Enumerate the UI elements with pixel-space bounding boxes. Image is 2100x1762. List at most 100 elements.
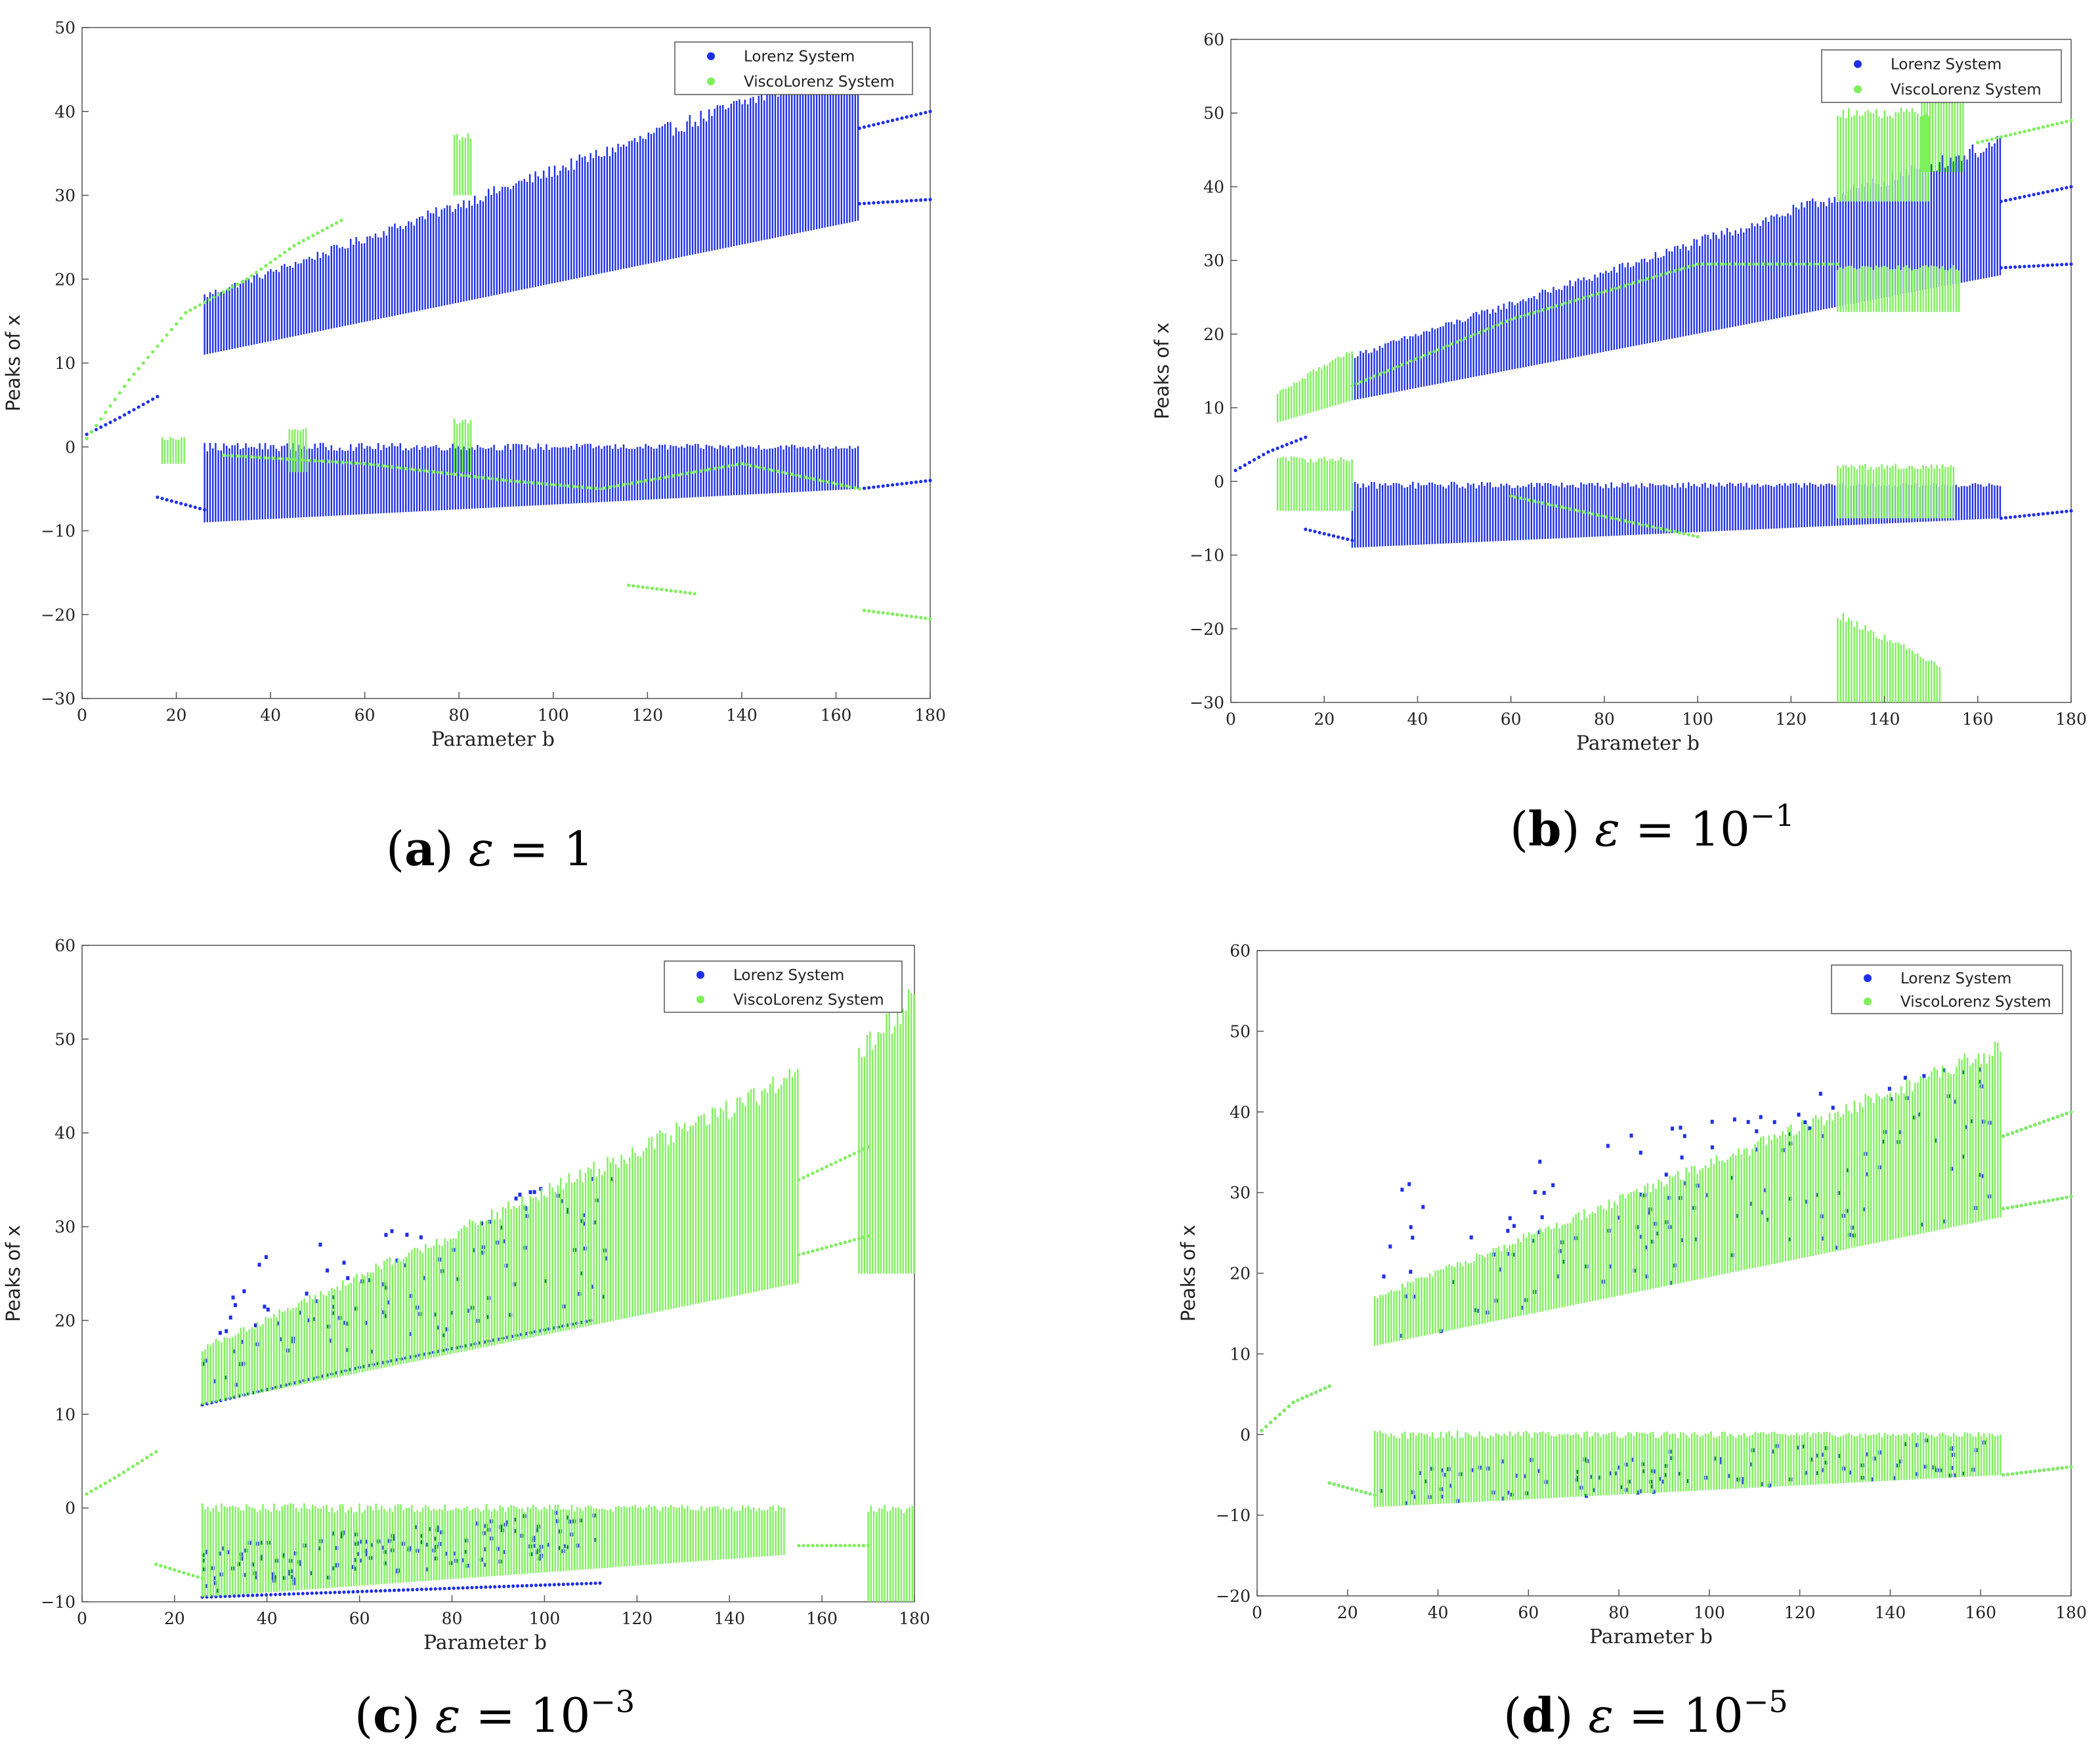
data-point xyxy=(104,423,108,427)
data-point xyxy=(335,460,339,464)
data-point xyxy=(266,1307,270,1312)
data-point xyxy=(440,471,444,475)
x-tick-label: 20 xyxy=(1314,710,1335,729)
data-point xyxy=(1282,1408,1286,1412)
data-point xyxy=(693,591,696,595)
data-point xyxy=(1700,262,1704,266)
data-point xyxy=(424,1587,428,1591)
data-point xyxy=(401,1588,406,1592)
data-point xyxy=(213,1576,217,1580)
data-point xyxy=(626,482,630,486)
data-point xyxy=(919,616,923,620)
data-point xyxy=(1363,1491,1367,1495)
data-point xyxy=(281,457,285,461)
data-point xyxy=(290,1574,294,1579)
data-point xyxy=(1650,525,1654,529)
data-point xyxy=(370,1349,374,1354)
data-point xyxy=(94,427,98,431)
data-point xyxy=(1411,1236,1415,1240)
data-point xyxy=(2008,265,2013,269)
data-point xyxy=(650,586,654,590)
legend-label: Lorenz System xyxy=(1900,970,2011,987)
data-point xyxy=(289,1569,293,1574)
data-point xyxy=(1784,262,1788,266)
data-point xyxy=(241,1340,245,1344)
data-point xyxy=(328,1591,332,1595)
data-point xyxy=(1771,1450,1775,1454)
data-point xyxy=(1999,266,2003,270)
data-point xyxy=(1650,276,1654,280)
data-point xyxy=(1668,528,1673,533)
data-point xyxy=(552,1583,556,1587)
data-point xyxy=(213,1379,217,1384)
data-point xyxy=(1789,262,1793,266)
data-point xyxy=(108,420,112,424)
data-point xyxy=(1238,465,1242,470)
data-point xyxy=(1509,317,1513,322)
data-point xyxy=(1614,517,1618,521)
data-point xyxy=(345,461,349,465)
x-tick-label: 120 xyxy=(621,1609,653,1628)
y-tick-label: 20 xyxy=(54,1311,75,1330)
x-tick-label: 40 xyxy=(260,706,281,725)
data-point xyxy=(2005,1472,2010,1476)
x-tick-label: 20 xyxy=(166,706,187,725)
data-point xyxy=(2069,509,2073,513)
y-tick-label: 40 xyxy=(54,102,75,121)
data-point xyxy=(1582,510,1586,514)
data-point xyxy=(2065,186,2068,190)
data-point xyxy=(228,1594,232,1598)
data-point xyxy=(433,1536,437,1541)
x-tick-label: 40 xyxy=(1407,710,1428,729)
data-point xyxy=(193,305,197,310)
data-point xyxy=(1448,1484,1452,1488)
data-point xyxy=(589,1581,593,1585)
data-point xyxy=(881,484,885,488)
data-point xyxy=(423,1276,427,1280)
data-point xyxy=(529,1583,534,1587)
data-point xyxy=(834,1243,838,1247)
data-point xyxy=(137,405,140,409)
data-point xyxy=(1469,1235,1473,1239)
data-point xyxy=(233,1303,237,1308)
data-point xyxy=(2069,1195,2073,1199)
y-tick-label: 50 xyxy=(1230,1022,1251,1041)
data-point xyxy=(472,475,476,479)
data-point xyxy=(876,611,880,614)
data-point xyxy=(571,484,576,488)
data-point xyxy=(520,1584,525,1588)
data-point xyxy=(825,1543,828,1547)
data-point xyxy=(909,481,913,484)
x-axis-label: Parameter b xyxy=(1576,732,1700,755)
data-point xyxy=(1760,1210,1764,1214)
data-point xyxy=(165,333,169,337)
data-point xyxy=(2013,265,2017,269)
data-point xyxy=(1691,534,1695,538)
data-point xyxy=(1440,1494,1444,1499)
data-point xyxy=(384,1233,388,1237)
data-point xyxy=(108,404,112,408)
data-point xyxy=(2050,511,2055,515)
data-point xyxy=(288,247,291,251)
data-point xyxy=(346,1276,350,1280)
data-point xyxy=(1630,1457,1634,1462)
data-point xyxy=(464,1549,468,1554)
data-point xyxy=(636,584,640,588)
data-point xyxy=(98,1484,102,1488)
data-point xyxy=(303,458,307,462)
data-point xyxy=(909,614,913,618)
data-point xyxy=(225,1329,228,1333)
data-point xyxy=(418,468,421,472)
data-point xyxy=(905,614,909,618)
data-point xyxy=(2033,1201,2037,1205)
data-point xyxy=(1682,532,1686,536)
data-point xyxy=(1999,200,2003,204)
data-point xyxy=(566,1582,570,1586)
data-point xyxy=(1382,370,1386,374)
data-point xyxy=(2036,192,2040,196)
data-point xyxy=(141,402,145,406)
data-point xyxy=(811,1543,815,1547)
data-point xyxy=(126,1467,131,1471)
data-point xyxy=(2041,512,2045,516)
y-tick-label: 10 xyxy=(54,1405,75,1424)
